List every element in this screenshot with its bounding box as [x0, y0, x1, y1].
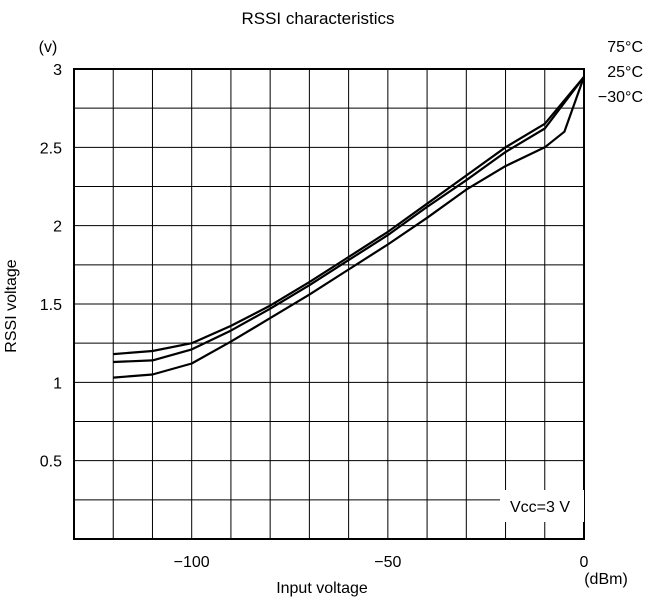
y-tick-label: 0.5 — [40, 454, 62, 471]
x-axis-label: Input voltage — [276, 580, 368, 597]
plot-frame — [73, 68, 585, 540]
series-line — [113, 76, 585, 364]
y-tick-label: 2 — [53, 219, 62, 236]
y-tick-label: 3 — [53, 62, 62, 79]
y-tick-label: 1 — [53, 375, 62, 392]
series-line — [113, 76, 586, 379]
x-tick-label: 0 — [580, 554, 589, 571]
y-tick-label: 2.5 — [40, 140, 62, 157]
x-tick-label: −50 — [374, 554, 401, 571]
y-unit-label: (v) — [39, 39, 58, 56]
chart-title: RSSI characteristics — [241, 9, 394, 28]
series-line — [113, 76, 585, 356]
tick-labels: 0.5 1 1.5 2 2.5 3 −100 −50 0 — [40, 62, 589, 571]
series-label: 25°C — [607, 64, 643, 81]
vcc-annotation: Vcc=3 V — [510, 499, 570, 516]
x-tick-label: −100 — [174, 554, 210, 571]
series-labels: 75°C 25°C −30°C — [598, 39, 643, 106]
annotation-box — [500, 490, 584, 522]
series-label: 75°C — [607, 39, 643, 56]
y-axis-label: RSSI voltage — [3, 259, 20, 352]
series-curves — [113, 76, 586, 379]
grid — [74, 69, 584, 539]
x-unit-label: (dBm) — [584, 571, 628, 588]
series-label: −30°C — [598, 89, 643, 106]
y-tick-label: 1.5 — [40, 297, 62, 314]
